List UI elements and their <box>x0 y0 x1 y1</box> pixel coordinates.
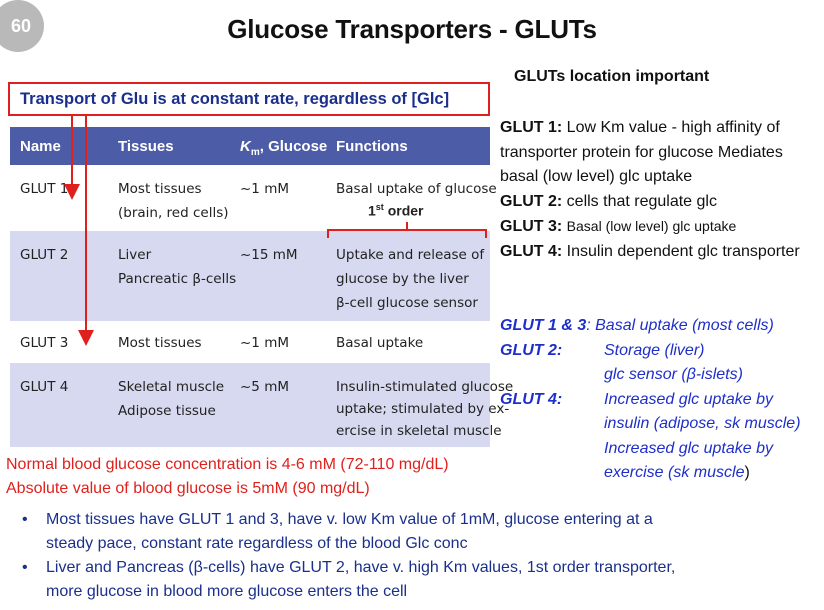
subtitle-box: Transport of Glu is at constant rate, re… <box>8 82 490 116</box>
summary-glut13: GLUT 1 & 3: Basal uptake (most cells) <box>500 314 824 339</box>
cell-km: ~1 mM <box>240 181 289 197</box>
header-km-rest: , Glucose <box>259 138 328 155</box>
cell-function: Basal uptake <box>336 335 424 351</box>
summary-text: : Basal uptake (most cells) <box>586 317 774 334</box>
cell-km: ~5 mM <box>240 379 289 395</box>
summary-label: GLUT 2: <box>500 341 563 359</box>
summary-line-last: exercise (sk muscle) <box>500 461 824 486</box>
summary-glut2: GLUT 2: Storage (liver) <box>500 339 824 364</box>
bullet-item: Most tissues have GLUT 1 and 3, have v. … <box>22 508 822 556</box>
summary-glut4: GLUT 4: Increased glc uptake by <box>500 388 824 413</box>
right-item-text: Insulin dependent glc transporter <box>566 242 800 260</box>
summary-line: Increased glc uptake by <box>604 439 773 457</box>
right-item-glut4: GLUT 4: Insulin dependent glc transporte… <box>500 240 824 265</box>
right-item-glut2: GLUT 2: cells that regulate glc <box>500 190 824 215</box>
cell-name: GLUT 1 <box>20 181 69 197</box>
first-order-sup: st <box>375 202 384 212</box>
right-item-text: cells that regulate glc <box>566 192 717 210</box>
summary-line: Storage (liver) <box>604 341 705 359</box>
right-item-text: Basal (low level) glc uptake <box>566 218 737 234</box>
first-order-rest: order <box>383 202 424 219</box>
cell-tissue: Liver <box>118 247 152 263</box>
bullet-line: more glucose in blood more glucose enter… <box>46 583 408 600</box>
table-row-glut4: GLUT 4 Skeletal muscle Adipose tissue ~5… <box>10 363 513 447</box>
summary-label: GLUT 4: <box>500 390 563 408</box>
summary-label: GLUT 1 & 3 <box>500 317 587 334</box>
right-item-label: GLUT 4: <box>500 242 563 260</box>
blood-glucose-notes: Normal blood glucose concentration is 4-… <box>6 453 449 501</box>
cell-tissue: (brain, red cells) <box>118 205 229 221</box>
bullet-item: Liver and Pancreas (β-cells) have GLUT 2… <box>22 556 822 604</box>
summary-line: insulin (adipose, sk muscle) <box>604 415 801 432</box>
cell-km: ~1 mM <box>240 335 289 351</box>
summary-close-paren: ) <box>744 464 750 481</box>
first-order-bracket <box>327 229 487 238</box>
summary-block: GLUT 1 & 3: Basal uptake (most cells) GL… <box>500 314 824 486</box>
note-line: Normal blood glucose concentration is 4-… <box>6 456 449 473</box>
right-item-label: GLUT 1: <box>500 119 563 136</box>
cell-function: Uptake and release of <box>336 247 485 263</box>
first-order-num: 1 <box>368 202 376 219</box>
cell-tissue: Pancreatic β-cells <box>118 271 237 287</box>
header-km-k: K <box>240 138 251 155</box>
summary-line: Increased glc uptake by <box>604 390 773 408</box>
cell-function: Basal uptake of glucose <box>336 181 497 197</box>
right-item-glut1: GLUT 1: Low Km value - high affinity of … <box>500 116 824 190</box>
cell-function: uptake; stimulated by ex- <box>336 401 510 417</box>
right-item-label: GLUT 3: <box>500 218 563 235</box>
table-row-glut3: GLUT 3 Most tissues ~1 mM Basal uptake <box>10 321 490 363</box>
cell-km: ~15 mM <box>240 247 298 263</box>
bullet-line: Most tissues have GLUT 1 and 3, have v. … <box>46 511 653 528</box>
summary-line: exercise (sk muscle <box>604 464 745 481</box>
cell-tissue: Skeletal muscle <box>118 379 225 395</box>
summary-line: glc sensor (β-islets) <box>604 366 743 383</box>
cell-tissue: Most tissues <box>118 181 202 197</box>
slide-number: 60 <box>10 15 32 36</box>
cell-name: GLUT 4 <box>20 379 69 395</box>
cell-name: GLUT 2 <box>20 247 69 263</box>
right-item-text: Low Km value - high affinity of transpor… <box>500 119 783 185</box>
right-item-label: GLUT 2: <box>500 192 563 210</box>
note-line: Absolute value of blood glucose is 5mM (… <box>6 480 370 497</box>
glut-table: Name Tissues Km, Glucose Functions GLUT … <box>10 127 513 447</box>
table-header-row: Name Tissues Km, Glucose Functions <box>10 127 490 165</box>
cell-tissue: Most tissues <box>118 335 202 351</box>
right-list: GLUT 1: Low Km value - high affinity of … <box>500 116 824 264</box>
first-order-annotation: 1st order <box>368 195 424 223</box>
header-km-sub: m <box>250 147 260 158</box>
bullet-list: Most tissues have GLUT 1 and 3, have v. … <box>22 508 822 604</box>
bullet-line: Liver and Pancreas (β-cells) have GLUT 2… <box>46 559 676 576</box>
header-km: Km, Glucose <box>240 135 327 165</box>
cell-function: ercise in skeletal muscle <box>336 423 502 439</box>
table-row-glut2: GLUT 2 Liver Pancreatic β-cells ~15 mM U… <box>10 231 490 321</box>
cell-function: Insulin-stimulated glucose <box>336 379 514 395</box>
bullet-line: steady pace, constant rate regardless of… <box>46 535 468 552</box>
right-item-glut3: GLUT 3: Basal (low level) glc uptake <box>500 214 824 240</box>
cell-tissue: Adipose tissue <box>118 403 216 419</box>
cell-function: glucose by the liver <box>336 271 469 287</box>
cell-name: GLUT 3 <box>20 335 69 351</box>
table-row-glut1: GLUT 1 Most tissues (brain, red cells) ~… <box>10 165 497 231</box>
slide-number-badge: 60 <box>0 0 44 52</box>
header-tissues: Tissues <box>118 138 174 155</box>
page-title: Glucose Transporters - GLUTs <box>227 14 597 44</box>
header-functions: Functions <box>336 138 408 155</box>
right-heading: GLUTs location important <box>514 68 710 85</box>
header-name: Name <box>20 138 61 155</box>
cell-function: β-cell glucose sensor <box>336 295 478 311</box>
subtitle-text: Transport of Glu is at constant rate, re… <box>20 89 450 108</box>
